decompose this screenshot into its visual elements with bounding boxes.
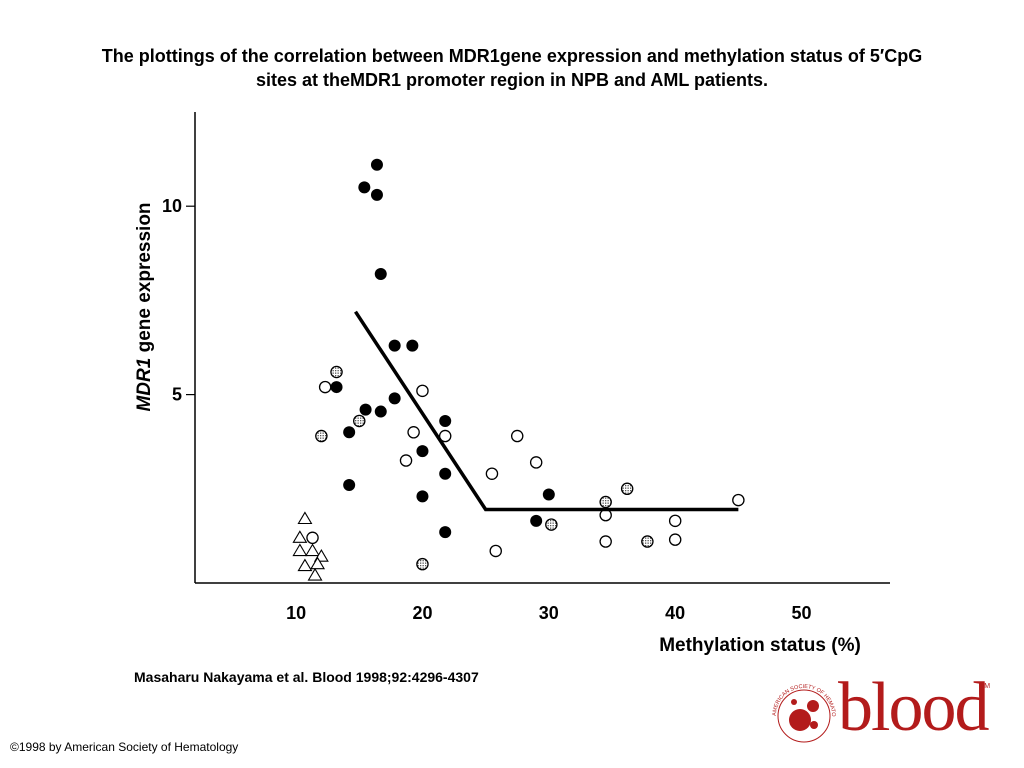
open-circle-point <box>318 380 332 394</box>
open-circle-point <box>438 429 452 443</box>
filled-circle-point <box>406 339 419 352</box>
open-triangle-point <box>292 530 308 543</box>
x-tick-label: 10 <box>286 603 306 623</box>
y-tick-label: 5 <box>172 385 182 405</box>
open-triangle-point <box>297 558 313 572</box>
open-circle-point <box>732 493 745 507</box>
filled-circle-point <box>358 181 371 194</box>
filled-circle-point <box>374 268 387 281</box>
open-circle-point <box>416 384 429 398</box>
x-tick-label: 20 <box>412 603 432 623</box>
hatched-circle-point <box>620 482 634 496</box>
open-circle-point <box>668 514 682 528</box>
filled-circle-point <box>439 467 452 480</box>
open-triangle-point <box>310 556 326 570</box>
filled-circle-point <box>439 526 452 539</box>
x-axis-label: Methylation status (%) <box>659 635 861 656</box>
society-seal-icon: AMERICAN SOCIETY OF HEMATOLOGY <box>768 676 836 743</box>
title-line-1: The plottings of the correlation between… <box>101 46 923 66</box>
filled-circle-point <box>416 445 429 458</box>
filled-circle-point <box>542 488 555 501</box>
hatched-circle-point <box>353 414 366 428</box>
open-circle-point <box>489 544 502 558</box>
open-circle-point <box>668 533 682 546</box>
trend-line <box>354 310 739 512</box>
hatched-circle-point <box>641 535 654 548</box>
open-circle-point <box>306 531 319 545</box>
blood-logo: blood <box>838 669 989 746</box>
filled-circle-point <box>388 392 401 405</box>
x-tick-label: 50 <box>792 603 812 623</box>
filled-circle-point <box>343 426 356 439</box>
axis-ticks: 10 20 30 40 50 5 10 <box>162 196 812 623</box>
open-triangle-point <box>307 567 323 581</box>
filled-circle-point <box>330 381 343 394</box>
filled-circle-point <box>343 479 356 492</box>
filled-circle-point <box>388 339 401 352</box>
y-axis-label-italic: MDR1 <box>134 358 155 412</box>
hatched-circle-point <box>330 365 343 379</box>
x-tick-label: 30 <box>539 603 559 623</box>
filled-circle-point <box>370 158 383 171</box>
open-circle-point <box>510 429 524 443</box>
x-tick-label: 40 <box>665 603 685 623</box>
chart-title: The plottings of the correlation between… <box>20 44 1004 92</box>
filled-circle-point <box>530 514 543 527</box>
open-circle-point <box>529 456 543 469</box>
open-triangle-point <box>297 511 313 525</box>
open-triangle-point <box>305 543 320 557</box>
open-circle-point <box>485 467 499 480</box>
filled-circle-point <box>359 403 372 416</box>
y-axis-label-rest: gene expression <box>134 202 155 357</box>
open-circle-point <box>599 535 612 548</box>
open-triangle-point <box>292 543 308 557</box>
open-circle-point <box>399 454 413 467</box>
open-circle-point <box>407 426 420 439</box>
title-line-2: sites at theMDR1 promoter region in NPB … <box>255 70 769 90</box>
hatched-circle-point <box>599 495 612 509</box>
filled-circle-point <box>374 405 387 418</box>
hatched-circle-point <box>545 518 558 531</box>
filled-circle-point <box>439 414 452 427</box>
trademark: TM <box>980 683 991 690</box>
filled-circle-point <box>370 188 383 201</box>
copyright: ©1998 by American Society of Hematology <box>10 740 239 754</box>
data-points <box>292 158 745 581</box>
hatched-circle-point <box>416 557 429 571</box>
filled-circle-point <box>416 490 429 503</box>
y-axis-label: MDR1 gene expression <box>134 202 155 411</box>
citation: Masaharu Nakayama et al. Blood 1998;92:4… <box>134 669 479 685</box>
hatched-circle-point <box>315 429 328 443</box>
y-tick-label: 10 <box>162 196 182 216</box>
